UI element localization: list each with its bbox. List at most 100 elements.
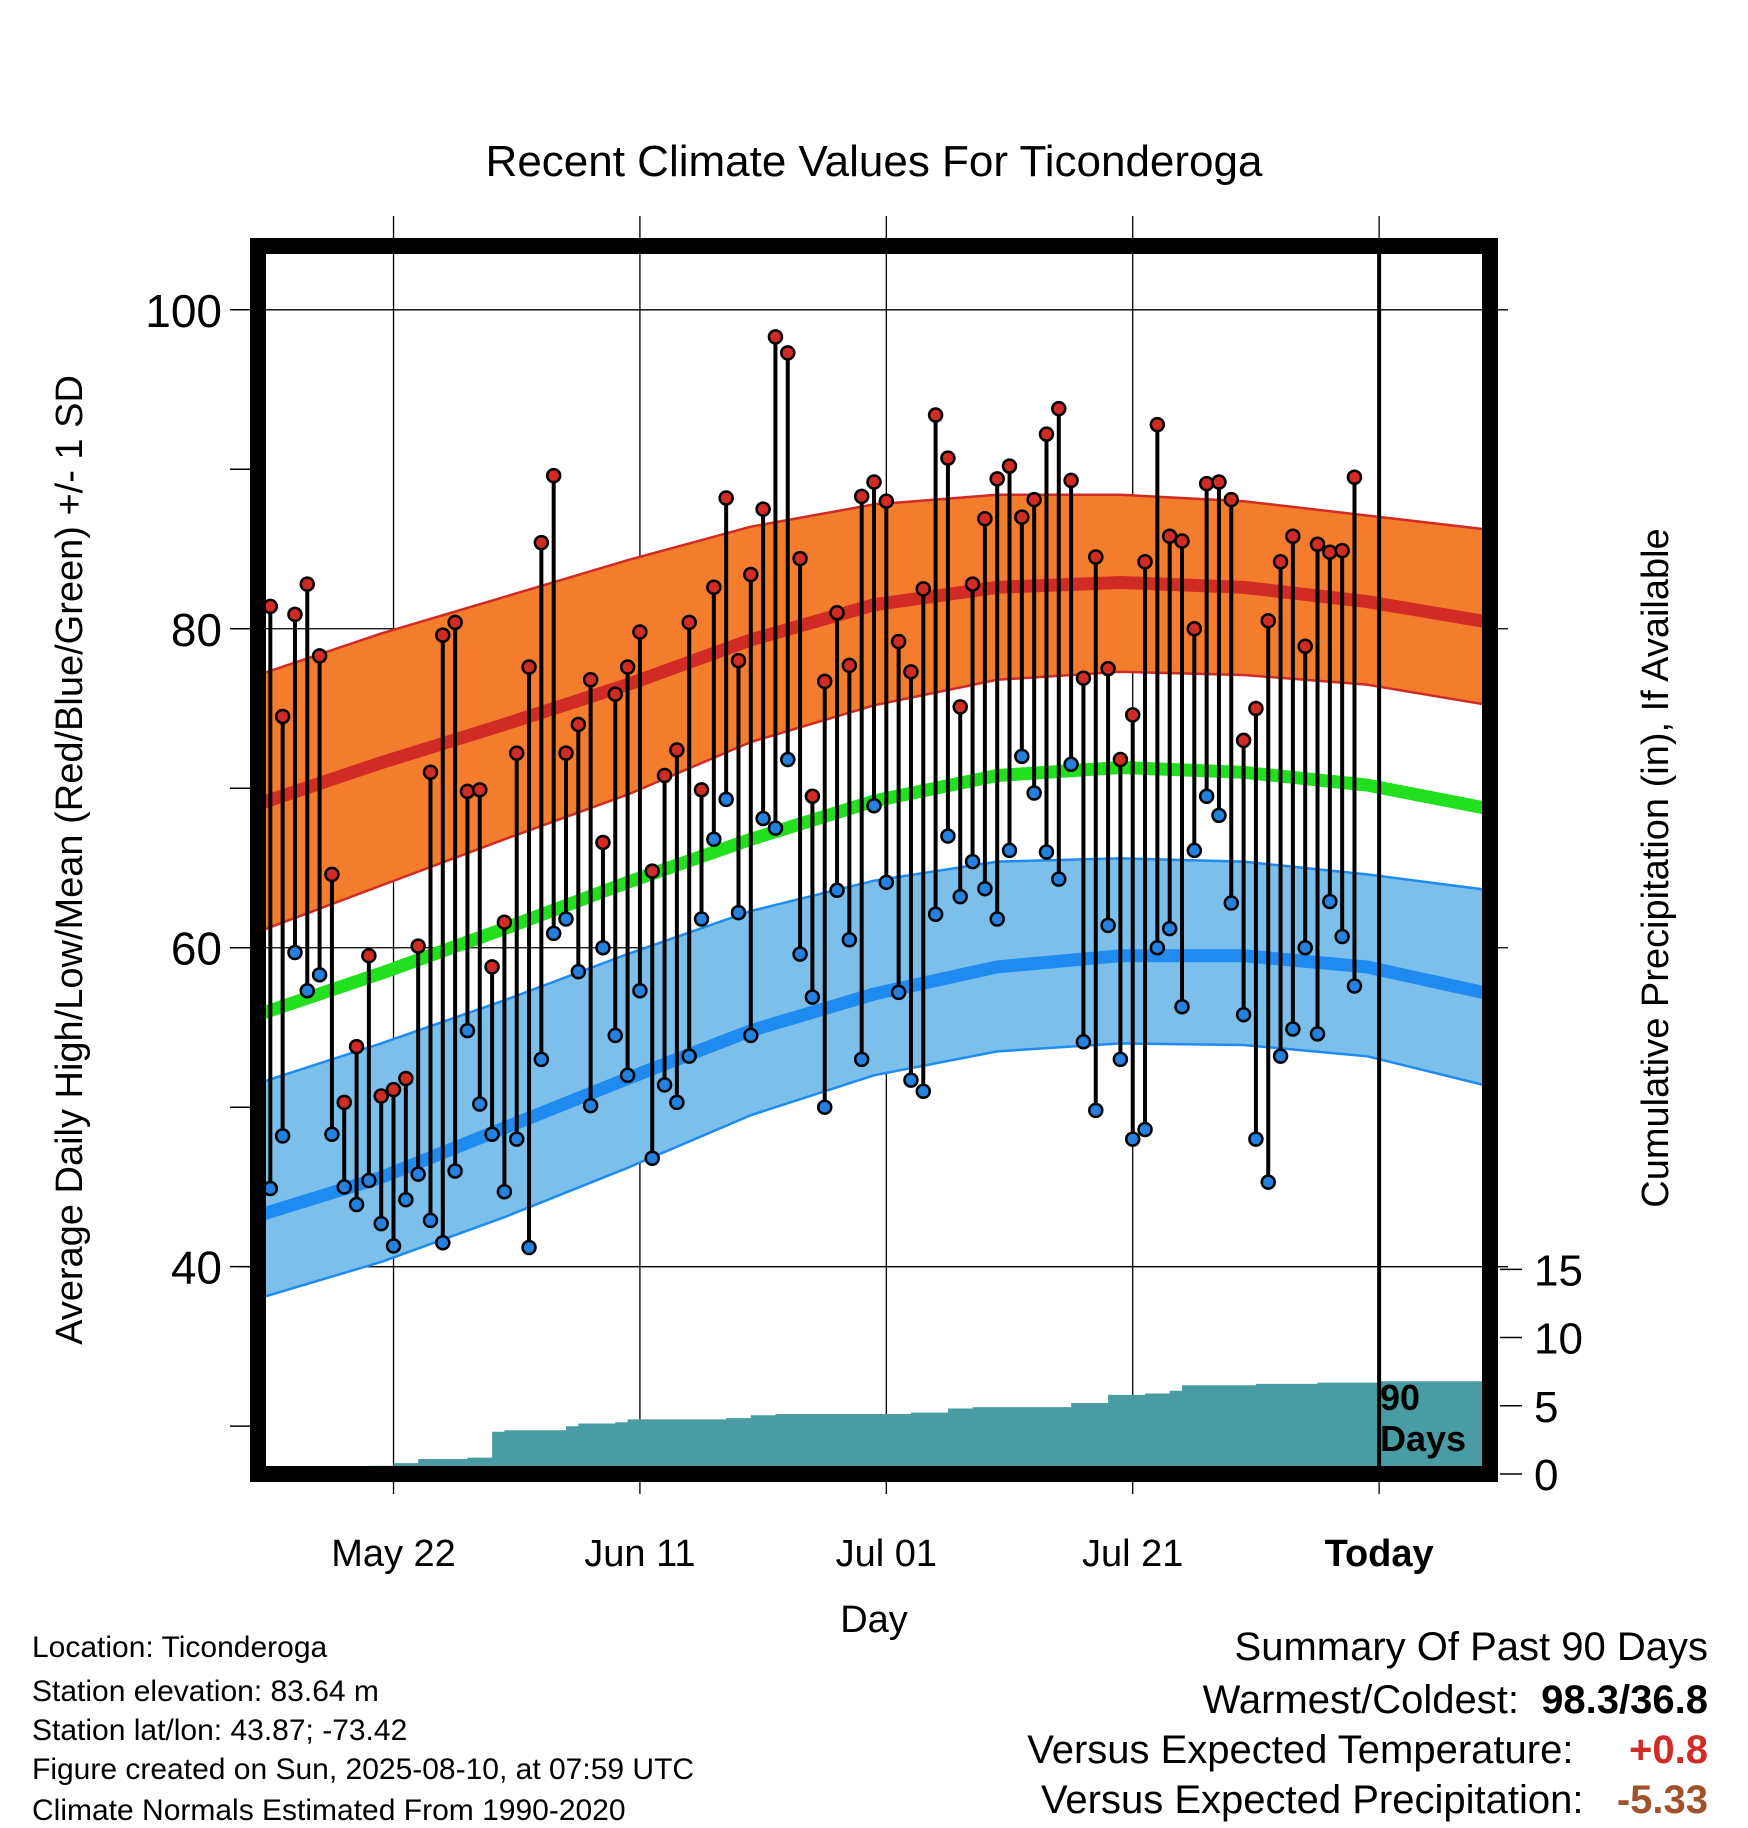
- daily-low-point: [903, 1072, 919, 1088]
- daily-high-point: [1309, 536, 1326, 552]
- daily-low-point: [644, 1150, 660, 1166]
- daily-low-point: [582, 1097, 599, 1114]
- daily-low-point: [1088, 1102, 1104, 1119]
- daily-low-point: [1112, 1051, 1129, 1068]
- daily-high-point: [1248, 700, 1264, 717]
- daily-high-point: [743, 566, 759, 583]
- daily-high-point: [989, 471, 1005, 487]
- daily-high-point: [644, 863, 660, 879]
- daily-low-point: [1137, 1121, 1153, 1138]
- daily-low-point: [1309, 1026, 1326, 1042]
- daily-low-point: [336, 1179, 352, 1195]
- daily-low-point: [1260, 1174, 1276, 1190]
- daily-low-point: [508, 1131, 525, 1147]
- daily-high-point: [632, 624, 648, 640]
- daily-high-point: [1100, 660, 1116, 677]
- daily-high-point: [484, 959, 500, 975]
- daily-high-point: [582, 672, 599, 688]
- daily-low-point: [940, 828, 956, 844]
- daily-high-point: [730, 652, 747, 669]
- daily-high-point: [816, 673, 833, 690]
- daily-low-point: [287, 944, 303, 961]
- normal-low-line: [256, 949, 1492, 1222]
- daily-low-point: [459, 1022, 476, 1039]
- daily-high-point: [915, 581, 932, 597]
- daily-low-point: [398, 1191, 414, 1208]
- daily-low-point: [632, 983, 648, 999]
- daily-low-point: [422, 1212, 439, 1229]
- daily-high-point: [866, 474, 882, 490]
- low-sd-band-upper-edge: [257, 857, 1491, 1085]
- y-tick-label: 60: [171, 923, 222, 975]
- y-tick-label: 40: [171, 1242, 222, 1294]
- warmest-coldest-label: Warmest/Coldest:: [1202, 1678, 1519, 1722]
- daily-high-point: [767, 329, 784, 345]
- daily-high-point: [1285, 528, 1301, 545]
- daily-low-point: [1211, 807, 1227, 824]
- daily-high-point: [1174, 533, 1190, 549]
- daily-low-point: [570, 963, 587, 980]
- daily-high-point: [311, 648, 328, 664]
- low-sd-band-lower-edge: [257, 1042, 1491, 1300]
- daily-low-point: [595, 939, 611, 956]
- axes: 40 60 80 100 0 5 10 15 May 22 Jun 11 Jul 01 Jul 21 T…: [145, 285, 1583, 1575]
- daily-low-point: [435, 1235, 451, 1251]
- daily-low-point: [1124, 1131, 1141, 1147]
- daily-high-point: [656, 767, 673, 784]
- daily-low-point: [804, 989, 821, 1005]
- daily-high-point: [324, 866, 340, 883]
- daily-low-point: [1223, 895, 1240, 911]
- daily-high-point: [595, 834, 611, 851]
- daily-high-point: [1161, 528, 1178, 545]
- daily-high-point: [977, 510, 993, 527]
- temp-vs-expected-value: +0.8: [1629, 1728, 1708, 1772]
- x-tick-label: Today: [1325, 1533, 1434, 1575]
- daily-low-point: [545, 925, 562, 942]
- daily-low-point: [927, 906, 944, 922]
- daily-high-point: [570, 716, 587, 733]
- today-days-label-1: 90: [1380, 1377, 1420, 1418]
- daily-high-point: [1322, 544, 1338, 560]
- y-tick-label: 100: [145, 285, 222, 337]
- daily-low-point: [299, 983, 316, 999]
- daily-high-point: [1297, 638, 1313, 655]
- chart-title: Recent Climate Values For Ticonderoga: [486, 137, 1263, 186]
- daily-high-point: [804, 788, 821, 804]
- daily-low-point: [1322, 893, 1338, 910]
- daily-low-point: [496, 1183, 513, 1200]
- daily-low-point: [1026, 785, 1042, 801]
- daily-low-point: [533, 1051, 550, 1068]
- daily-low-point: [1100, 917, 1116, 934]
- daily-low-point: [447, 1163, 463, 1179]
- daily-low-point: [472, 1096, 488, 1112]
- daily-low-point: [1198, 788, 1215, 804]
- daily-low-point: [1186, 842, 1203, 859]
- precip-vs-expected-label: Versus Expected Precipitation:: [1040, 1778, 1584, 1822]
- daily-high-point: [1235, 732, 1252, 749]
- daily-high-point: [1334, 542, 1350, 559]
- daily-high-point: [1346, 469, 1363, 485]
- y2-tick-label: 0: [1534, 1451, 1558, 1500]
- daily-low-point: [274, 1128, 291, 1144]
- daily-low-point: [1346, 978, 1363, 994]
- daily-high-point: [964, 576, 981, 592]
- daily-low-point: [1174, 998, 1190, 1015]
- daily-high-point: [878, 493, 895, 509]
- daily-high-point: [1124, 707, 1141, 723]
- daily-low-point: [792, 946, 808, 962]
- daily-high-point: [619, 659, 636, 675]
- daily-high-point: [940, 450, 956, 466]
- info-elevation: Station elevation: 83.64 m: [32, 1675, 379, 1708]
- daily-high-point: [496, 914, 513, 930]
- daily-high-point: [558, 745, 574, 761]
- daily-high-point: [841, 657, 858, 674]
- daily-high-point: [1026, 491, 1042, 508]
- daily-low-point: [1149, 939, 1166, 956]
- y2-axis-label: Cumulative Precipitation (in), If Availa…: [1635, 528, 1677, 1207]
- info-normals: Climate Normals Estimated From 1990-2020: [32, 1794, 626, 1827]
- daily-low-point: [1285, 1021, 1301, 1037]
- daily-high-point: [903, 664, 919, 680]
- daily-high-point: [1137, 554, 1153, 570]
- daily-high-point: [299, 576, 316, 592]
- daily-high-point: [1198, 475, 1215, 492]
